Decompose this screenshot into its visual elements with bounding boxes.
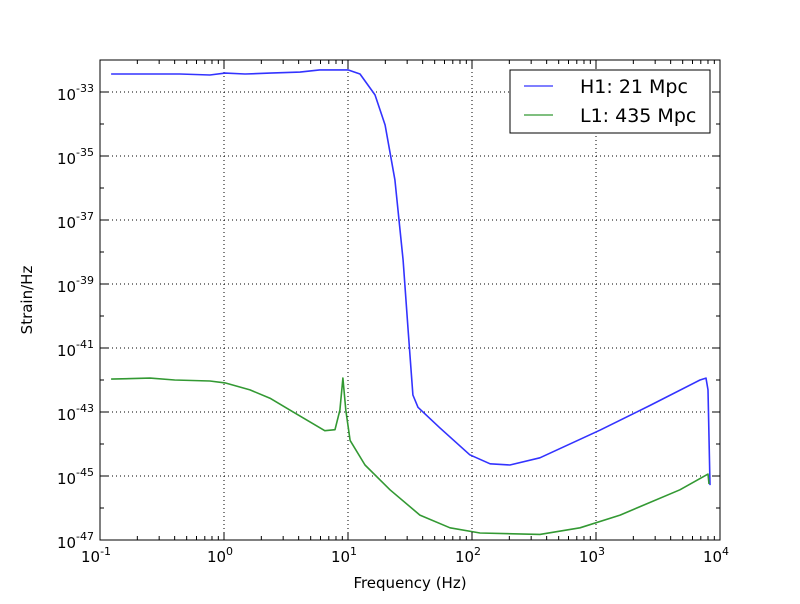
y-tick-label: 10-39 — [57, 274, 94, 296]
y-tick-exponent: -41 — [76, 338, 94, 351]
x-tick-label: 102 — [455, 545, 481, 566]
y-tick-exponent: -35 — [76, 146, 94, 159]
y-tick-label: 10-35 — [57, 146, 94, 168]
series-line-h1 — [111, 69, 711, 486]
y-tick-exponent: -47 — [76, 530, 94, 543]
y-tick-exponent: -39 — [76, 274, 94, 287]
x-tick-exponent: -1 — [100, 545, 111, 558]
x-tick-label: 101 — [331, 545, 357, 566]
x-tick-exponent: 1 — [350, 545, 357, 558]
series-line-l1 — [111, 377, 710, 536]
y-tick-label: 10-41 — [57, 338, 94, 360]
x-tick-exponent: 2 — [474, 545, 481, 558]
x-tick-exponent: 4 — [722, 545, 729, 558]
y-tick-exponent: -37 — [76, 210, 94, 223]
y-tick-exponent: -45 — [76, 466, 94, 479]
y-tick-label: 10-45 — [57, 466, 94, 488]
legend-label-h1: H1: 21 Mpc — [580, 76, 688, 98]
series-lines — [111, 69, 711, 536]
legend: H1: 21 Mpc L1: 435 Mpc — [509, 69, 711, 134]
x-tick-exponent: 3 — [598, 545, 605, 558]
y-axis-label: Strain/Hz — [18, 266, 36, 335]
y-tick-label: 10-37 — [57, 210, 94, 232]
plot-frame — [99, 59, 721, 541]
ticks: 10-1 100 101 102 103 104 1 0 -47 10-45 10-43 10-41 1… — [57, 59, 729, 566]
legend-box — [509, 69, 711, 134]
legend-label-l1: L1: 435 Mpc — [580, 105, 696, 127]
y-tick-exponent: -43 — [76, 402, 94, 415]
x-axis-label: Frequency (Hz) — [353, 574, 466, 592]
x-tick-label: 10-1 — [81, 545, 111, 566]
y-tick-exponent: -33 — [76, 82, 94, 95]
y-tick-label: 10-43 — [57, 402, 94, 424]
x-tick-label: 104 — [703, 545, 729, 566]
x-tick-label: 103 — [579, 545, 605, 566]
y-tick-label: 10-33 — [57, 82, 94, 104]
x-tick-label: 100 — [207, 545, 233, 566]
x-tick-exponent: 0 — [226, 545, 233, 558]
